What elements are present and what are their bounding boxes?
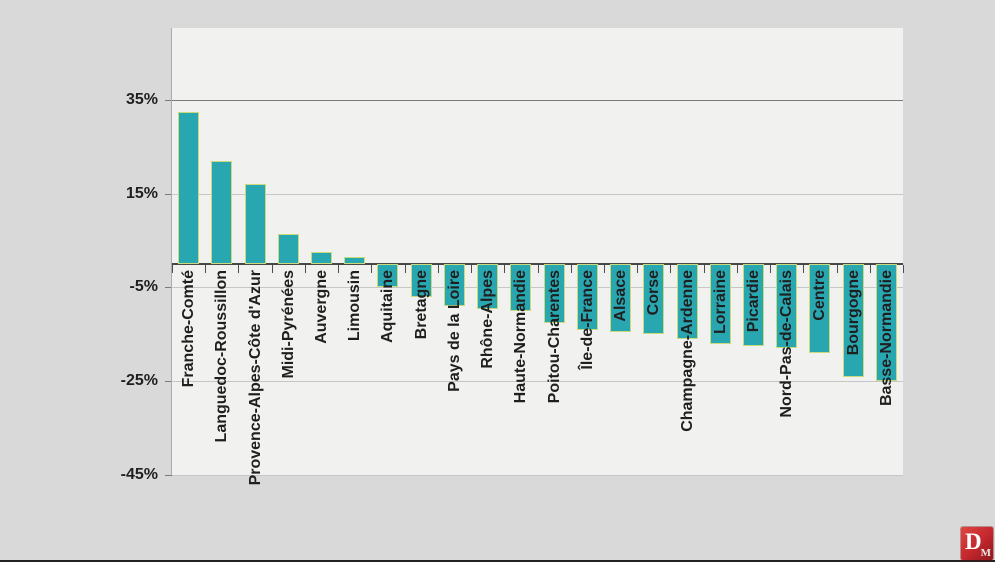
category-label: Lorraine (711, 270, 729, 335)
y-axis-tick-label: -45% (120, 466, 158, 484)
x-tick-mark (271, 265, 273, 273)
y-axis-tick-label: 35% (125, 90, 158, 108)
dm-logo: D M (961, 527, 993, 560)
gridline--25% (172, 381, 903, 383)
category-label: Corse (645, 270, 663, 316)
bar-Picardie (742, 264, 764, 347)
bar-Limousin (344, 256, 366, 264)
bar-Pays de la Loire (443, 264, 465, 307)
bar-Languedoc-Roussillon (211, 160, 233, 264)
bar-Provence-Alpes-Côte d'Azur (244, 184, 266, 264)
category-label: Champagne-Ardenne (678, 270, 696, 432)
category-label: Languedoc-Roussillon (213, 270, 231, 443)
y-tick-mark (165, 193, 172, 195)
x-tick-mark (537, 265, 539, 273)
dm-logo-letter-d: D (965, 529, 982, 554)
x-tick-mark (437, 265, 439, 273)
bar-Franche-Comté (178, 111, 200, 264)
category-label: Bretagne (412, 270, 430, 340)
x-tick-mark (736, 265, 738, 273)
bar-Rhône-Alpes (477, 264, 499, 309)
bar-Auvergne (311, 252, 333, 264)
bar-Bourgogne (842, 264, 864, 377)
bar-Midi-Pyrénées (277, 233, 299, 264)
bar-Aquitaine (377, 264, 399, 288)
bar-Basse-Normandie (875, 264, 897, 382)
category-label: Alsace (612, 270, 630, 322)
x-tick-mark (836, 265, 838, 273)
x-tick-mark (770, 265, 772, 273)
bar-Haute-Normandie (510, 264, 532, 311)
y-axis-line (171, 28, 172, 475)
y-tick-mark (165, 287, 172, 289)
x-tick-mark (570, 265, 572, 273)
category-label: Aquitaine (379, 270, 397, 343)
x-tick-mark (504, 265, 506, 273)
category-label: Picardie (744, 270, 762, 333)
bar-Nord-Pas-de-Calais (776, 264, 798, 349)
bar-Île-de-France (576, 264, 598, 330)
category-label: Nord-Pas-de-Calais (778, 270, 796, 418)
y-axis-tick-label: -5% (129, 278, 158, 296)
y-tick-mark (165, 475, 172, 477)
category-label: Pays de la Loire (445, 270, 463, 392)
x-tick-mark (703, 265, 705, 273)
gridline--45% (172, 475, 903, 477)
category-label: Auvergne (313, 270, 331, 344)
category-label: Midi-Pyrénées (279, 270, 297, 379)
category-label: Franche-Comté (180, 270, 198, 388)
bar-Alsace (610, 264, 632, 332)
gridline-15% (172, 193, 903, 195)
y-axis-tick-label: 15% (125, 184, 158, 202)
x-tick-mark (238, 265, 240, 273)
x-tick-mark (371, 265, 373, 273)
x-tick-mark (603, 265, 605, 273)
bar-Centre (809, 264, 831, 354)
x-tick-mark (304, 265, 306, 273)
y-tick-mark (165, 99, 172, 101)
bar-Bretagne (410, 264, 432, 297)
category-label: Basse-Normandie (877, 270, 895, 407)
y-tick-mark (165, 381, 172, 383)
gridline--5% (172, 287, 903, 289)
bottom-border (0, 560, 995, 562)
zero-axis-line (172, 263, 903, 265)
category-label: Haute-Normandie (512, 270, 530, 404)
category-label: Poitou-Charentes (545, 270, 563, 404)
category-label: Bourgogne (844, 270, 862, 356)
x-tick-mark (869, 265, 871, 273)
category-label: Limousin (346, 270, 364, 342)
category-label: Île-de-France (578, 270, 596, 370)
x-tick-mark (205, 265, 207, 273)
x-tick-mark (903, 265, 904, 273)
gridline-35% (172, 99, 903, 101)
x-tick-mark (172, 265, 173, 273)
category-label: Provence-Alpes-Côte d'Azur (246, 270, 264, 486)
x-tick-mark (803, 265, 805, 273)
x-tick-mark (637, 265, 639, 273)
x-tick-mark (670, 265, 672, 273)
bar-Lorraine (709, 264, 731, 344)
category-label: Centre (811, 270, 829, 321)
x-tick-mark (338, 265, 340, 273)
x-tick-mark (471, 265, 473, 273)
bar-Corse (643, 264, 665, 335)
bar-Champagne-Ardenne (676, 264, 698, 340)
y-axis-tick-label: -25% (120, 372, 158, 390)
category-label: Rhône-Alpes (479, 270, 497, 369)
x-tick-mark (404, 265, 406, 273)
bar-Poitou-Charentes (543, 264, 565, 323)
dm-logo-letter-m: M (980, 547, 991, 559)
